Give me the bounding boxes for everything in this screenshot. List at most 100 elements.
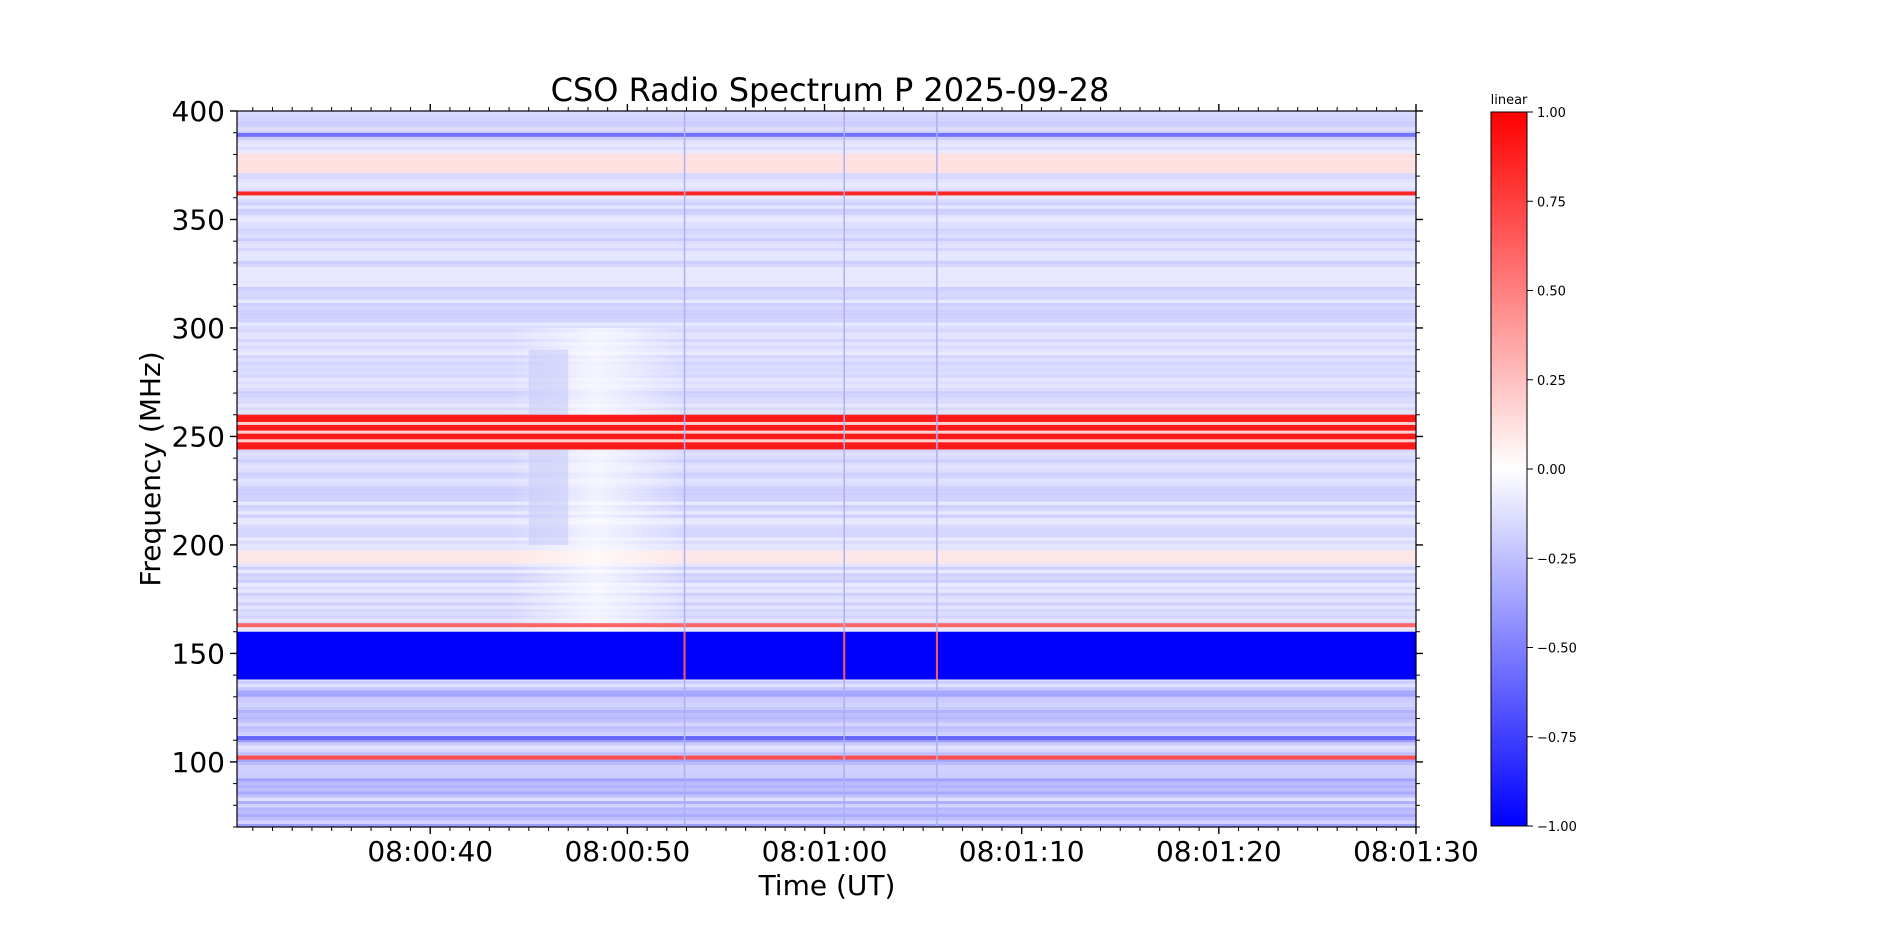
spectral-line (237, 623, 1416, 628)
spectrum-row (237, 706, 1416, 710)
spectrum-row (237, 169, 1416, 173)
spectrum-row (237, 390, 1416, 395)
spectrum-row (237, 182, 1416, 186)
spectral-line (237, 736, 1416, 741)
colorbar-tick-label: −0.50 (1537, 642, 1577, 657)
y-axis: 100 150 200 250 300 350 400 (172, 95, 1423, 828)
spectrum-row (237, 508, 1416, 512)
spectrum-row (237, 319, 1416, 323)
spectrum-row (237, 455, 1416, 460)
spectrum-row (237, 478, 1416, 483)
spectrum-row (237, 742, 1416, 746)
spectrum-row (237, 586, 1416, 590)
colorbar: linear 1.00 0.75 0.50 0.25 0.00 −0.25 −0.50 −0.… (1490, 93, 1577, 835)
spectrum-row (237, 527, 1416, 531)
spectrum-row (237, 748, 1416, 753)
y-tick-label: 150 (172, 637, 225, 670)
spectrum-row (237, 179, 1416, 183)
spectrum-row (237, 787, 1416, 792)
x-tick-label: 08:01:20 (1156, 835, 1282, 868)
spectrum-row (237, 250, 1416, 255)
spectrum-row (237, 687, 1416, 691)
spectrum-row (237, 771, 1416, 775)
spectrum-row (237, 521, 1416, 525)
spectrum-row (237, 355, 1416, 359)
band-separator (237, 430, 1416, 434)
spectrum-row (237, 218, 1416, 222)
spectrum-row (237, 690, 1416, 694)
spectrum-row (237, 739, 1416, 743)
y-axis-label: Frequency (MHz) (134, 351, 167, 586)
spectrum-row (237, 524, 1416, 528)
x-tick-label: 08:00:40 (367, 835, 493, 868)
spectrum-row (237, 195, 1416, 199)
spectrum-row (237, 397, 1416, 401)
spectrum-row (237, 189, 1416, 193)
spectrum-row (237, 615, 1416, 619)
spectrum-row (237, 237, 1416, 242)
spectrum-row (237, 384, 1416, 388)
spectrum-row (237, 498, 1416, 502)
spectrum-row (237, 563, 1416, 567)
colorbar-tick-label: −0.25 (1537, 552, 1577, 567)
spectrum-row (237, 579, 1416, 583)
spectrum-row (237, 823, 1416, 827)
spectrum-row (237, 752, 1416, 756)
spectrum-row (237, 283, 1416, 287)
spectrum-row (237, 234, 1416, 238)
y-tick-label: 350 (172, 203, 225, 236)
spectrum-row (237, 267, 1416, 271)
spectrum-row (237, 325, 1416, 330)
colorbar-tick-label: 0.25 (1537, 374, 1566, 389)
spectrum-row (237, 794, 1416, 798)
spectrum-row (237, 729, 1416, 733)
spectrum-row (237, 137, 1416, 141)
spectrum-row (237, 534, 1416, 538)
spectrum-row (237, 781, 1416, 785)
colorbar-ticks: 1.00 0.75 0.50 0.25 0.00 −0.25 −0.50 −0.75 −1.00 (1527, 106, 1577, 835)
x-axis-label: Time (UT) (758, 869, 896, 902)
spectrum-row (237, 358, 1416, 362)
spectrum-row (237, 143, 1416, 147)
spectrum-row (237, 514, 1416, 518)
spectrum-row (237, 469, 1416, 473)
spectrum-row (237, 335, 1416, 339)
spectrum-row (237, 683, 1416, 688)
spectrum-row (237, 703, 1416, 707)
spectrum-row (237, 290, 1416, 294)
spectrum-row (237, 111, 1416, 115)
spectrum-row (237, 719, 1416, 723)
spectrum-row (237, 329, 1416, 333)
spectrum-row (237, 488, 1416, 492)
x-tick-label: 08:01:00 (762, 835, 888, 868)
spectral-line (237, 132, 1416, 137)
spectrum-row (237, 491, 1416, 496)
spectrum-row (237, 813, 1416, 818)
spectrum-row (237, 208, 1416, 212)
spectrum-row (237, 127, 1416, 131)
spectrum-row (237, 345, 1416, 349)
spectrum-row (237, 495, 1416, 499)
spectrum-row (237, 602, 1416, 606)
heatmap-layer (237, 111, 1416, 827)
spectrum-row (237, 547, 1416, 551)
spectrum-row (237, 612, 1416, 616)
spectrum-row (237, 166, 1416, 170)
spectral-line (237, 755, 1416, 760)
spectrum-row (237, 146, 1416, 151)
spectrum-row (237, 745, 1416, 749)
spectrum-row (237, 693, 1416, 697)
y-tick-label: 400 (172, 95, 225, 128)
plot-frame (236, 110, 1417, 828)
spectrum-row (237, 517, 1416, 522)
spectrum-row (237, 758, 1416, 762)
spectrum-row (237, 716, 1416, 720)
spectrum-row (237, 765, 1416, 769)
spectrum-row (237, 394, 1416, 398)
spectrum-row (237, 263, 1416, 268)
spectrum-row (237, 817, 1416, 821)
spectrum-row (237, 312, 1416, 317)
spectrum-row (237, 322, 1416, 326)
spectrum-row (237, 709, 1416, 714)
spectrum-row (237, 778, 1416, 782)
